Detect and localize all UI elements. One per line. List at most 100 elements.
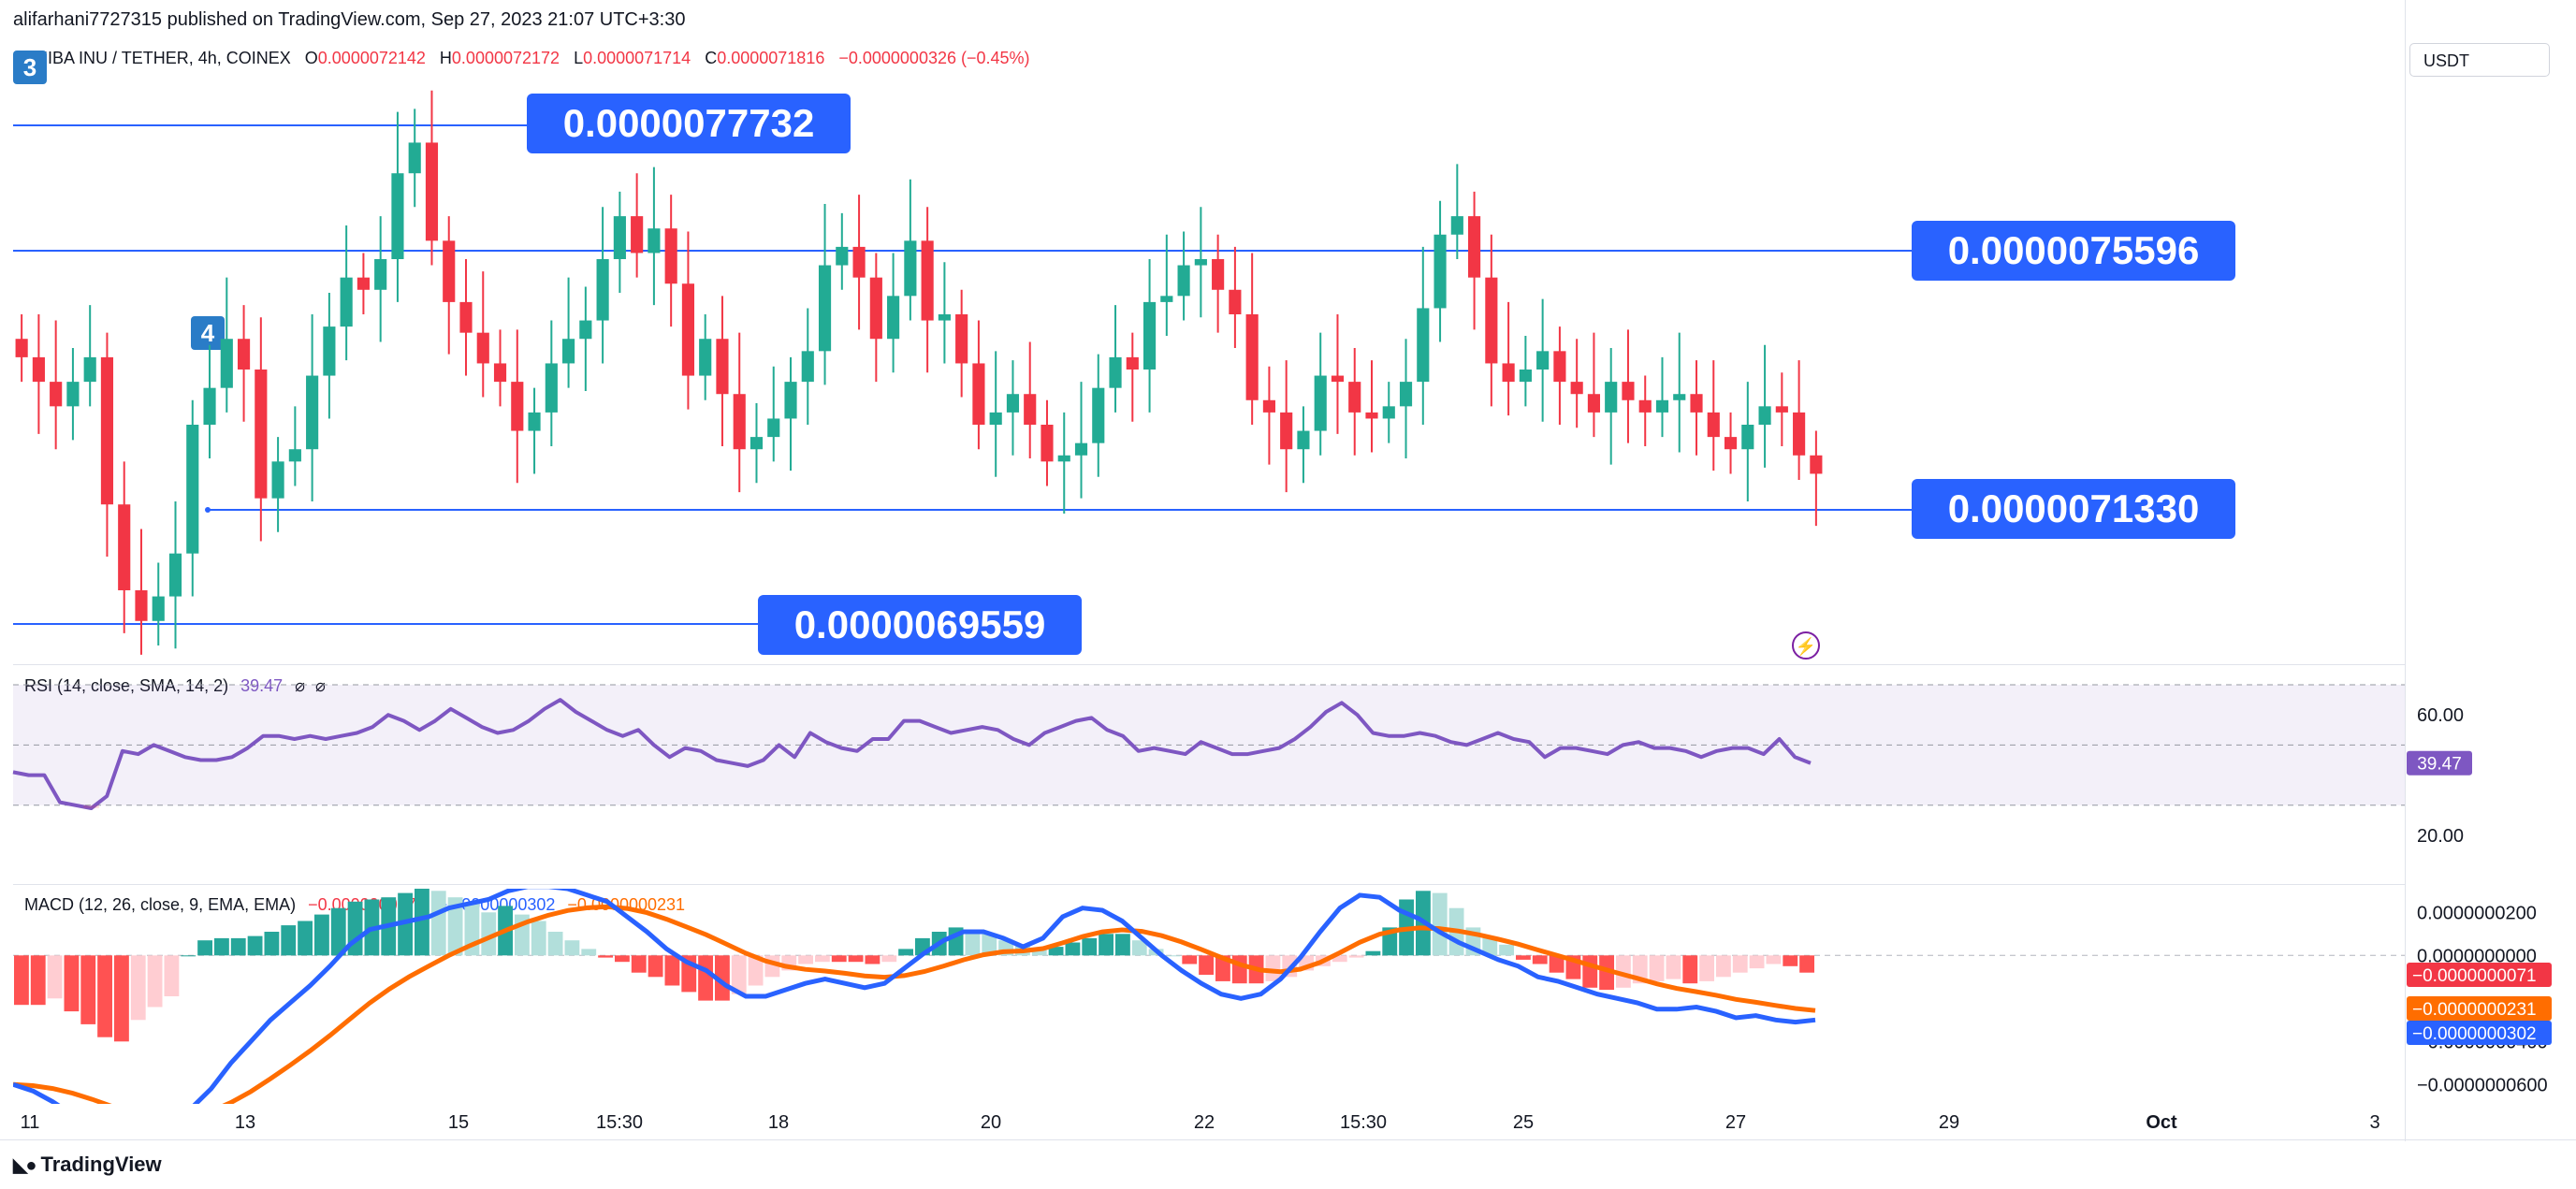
macd-hist-bar-89: [1499, 944, 1514, 956]
macd-hist-bar-4: [80, 955, 96, 1024]
candle-96: [1655, 356, 1669, 438]
macd-hist-bar-18: [314, 914, 329, 956]
candle-64: [1109, 305, 1122, 413]
candle-body-38: [664, 228, 677, 284]
tradingview-logo[interactable]: ◣● TradingView: [13, 1153, 162, 1177]
candle-6: [118, 461, 131, 633]
candle-body-86: [1485, 277, 1498, 364]
tradingview-icon: ◣●: [13, 1155, 37, 1176]
candle-69: [1194, 207, 1207, 318]
time-tick-12: 3: [2369, 1112, 2380, 1133]
candle-74: [1280, 360, 1293, 493]
currency-selector[interactable]: USDT: [2409, 43, 2550, 77]
candle-body-19: [340, 277, 353, 327]
rsi-legend[interactable]: RSI (14, close, SMA, 14, 2) 39.47 ⌀ ⌀: [24, 676, 326, 696]
candle-38: [664, 195, 677, 327]
time-tick-5: 20: [981, 1112, 1001, 1133]
macd-hist-bar-61: [1031, 949, 1047, 956]
candle-body-92: [1587, 394, 1601, 413]
candle-105: [1810, 430, 1823, 527]
macd-hist-bar-31: [531, 921, 546, 956]
macd-tick-3: −0.0000000600: [2417, 1075, 2548, 1095]
candle-85: [1468, 191, 1481, 330]
candle-body-12: [220, 339, 233, 388]
time-tick-2: 15: [448, 1112, 469, 1133]
candle-51: [887, 253, 900, 373]
candle-15: [271, 437, 284, 532]
price-callout-c3: 0.0000071330: [1912, 479, 2235, 539]
candle-body-76: [1314, 375, 1327, 431]
axes: 0.00000780000.00000770000.00000760000.00…: [21, 1112, 2380, 1133]
candle-body-49: [852, 246, 866, 278]
rsi-oversold-5: [83, 805, 99, 809]
candle-body-55: [955, 314, 968, 364]
candle-77: [1331, 314, 1345, 434]
candle-78: [1348, 348, 1361, 456]
macd-tick-1: 0.0000000000: [2417, 946, 2537, 966]
macd-hist-bar-38: [648, 955, 663, 978]
price-callout-box-c3: [1912, 479, 2235, 539]
macd-title: MACD (12, 26, close, 9, EMA, EMA): [24, 895, 297, 914]
time-tick-9: 27: [1725, 1112, 1746, 1133]
candle-37: [648, 167, 661, 306]
macd-hist-bar-62: [1048, 947, 1064, 956]
symbol-name[interactable]: SHIBA INU / TETHER, 4h, COINEX: [24, 49, 291, 67]
macd-hist-bar-2: [47, 955, 63, 999]
macd-hist-bar-17: [298, 921, 313, 956]
candle-body-96: [1655, 399, 1669, 413]
macd-hist-bar-47: [798, 955, 813, 964]
macd-hist-bar-50: [848, 955, 864, 963]
macd-hist-bar-94: [1582, 955, 1598, 988]
candle-65: [1126, 332, 1139, 422]
drawing-badge-4[interactable]: 4: [191, 316, 225, 350]
drawing-badge-3[interactable]: 3: [13, 51, 47, 84]
candle-body-47: [818, 265, 832, 352]
candle-body-62: [1074, 442, 1088, 456]
macd-tick-0: 0.0000000200: [2417, 903, 2537, 923]
candle-body-28: [493, 363, 507, 383]
macd-hist-bar-65: [1099, 934, 1113, 956]
candle-101: [1741, 382, 1754, 501]
candle-body-56: [972, 363, 985, 425]
candle-16: [288, 406, 301, 486]
macd-hist-bar-41: [698, 955, 713, 1001]
candle-body-37: [648, 228, 661, 254]
candle-body-65: [1126, 356, 1139, 370]
candle-body-77: [1331, 375, 1345, 383]
candle-2: [50, 320, 63, 450]
candle-body-74: [1280, 412, 1293, 450]
candle-45: [784, 356, 797, 471]
candle-body-93: [1605, 382, 1618, 413]
level-lines: [13, 124, 1914, 625]
rsi-plot: 60.00 20.00 39.47: [12, 698, 2472, 847]
published-caption: alifarhani7727315 published on TradingVi…: [13, 9, 686, 30]
candle-body-94: [1622, 382, 1635, 400]
candle-32: [562, 277, 575, 388]
candle-97: [1673, 332, 1686, 453]
candle-40: [699, 314, 712, 400]
candle-4: [83, 305, 96, 407]
macd-hist-bar-7: [130, 955, 146, 1021]
candle-body-72: [1245, 314, 1259, 400]
candle-body-57: [989, 412, 1002, 425]
candle-body-5: [100, 356, 114, 505]
macd-hist-bar-14: [247, 935, 263, 956]
candle-body-48: [836, 246, 849, 266]
candle-body-35: [613, 216, 626, 259]
macd-hist-bar-104: [1749, 955, 1765, 969]
candle-68: [1177, 231, 1190, 321]
candle-29: [511, 329, 524, 484]
candle-41: [716, 296, 729, 446]
candle-body-63: [1092, 387, 1105, 443]
candle-body-80: [1382, 406, 1395, 419]
candle-27: [476, 271, 489, 398]
candle-body-9: [168, 553, 182, 597]
macd-hist-bar-103: [1732, 955, 1748, 973]
candle-61: [1057, 412, 1070, 515]
macd-hist-bar-51: [865, 955, 880, 964]
macd-hist-bar-79: [1332, 955, 1347, 963]
candle-body-60: [1041, 425, 1054, 462]
candle-49: [852, 195, 866, 330]
macd-hist-bar-12: [214, 937, 229, 956]
